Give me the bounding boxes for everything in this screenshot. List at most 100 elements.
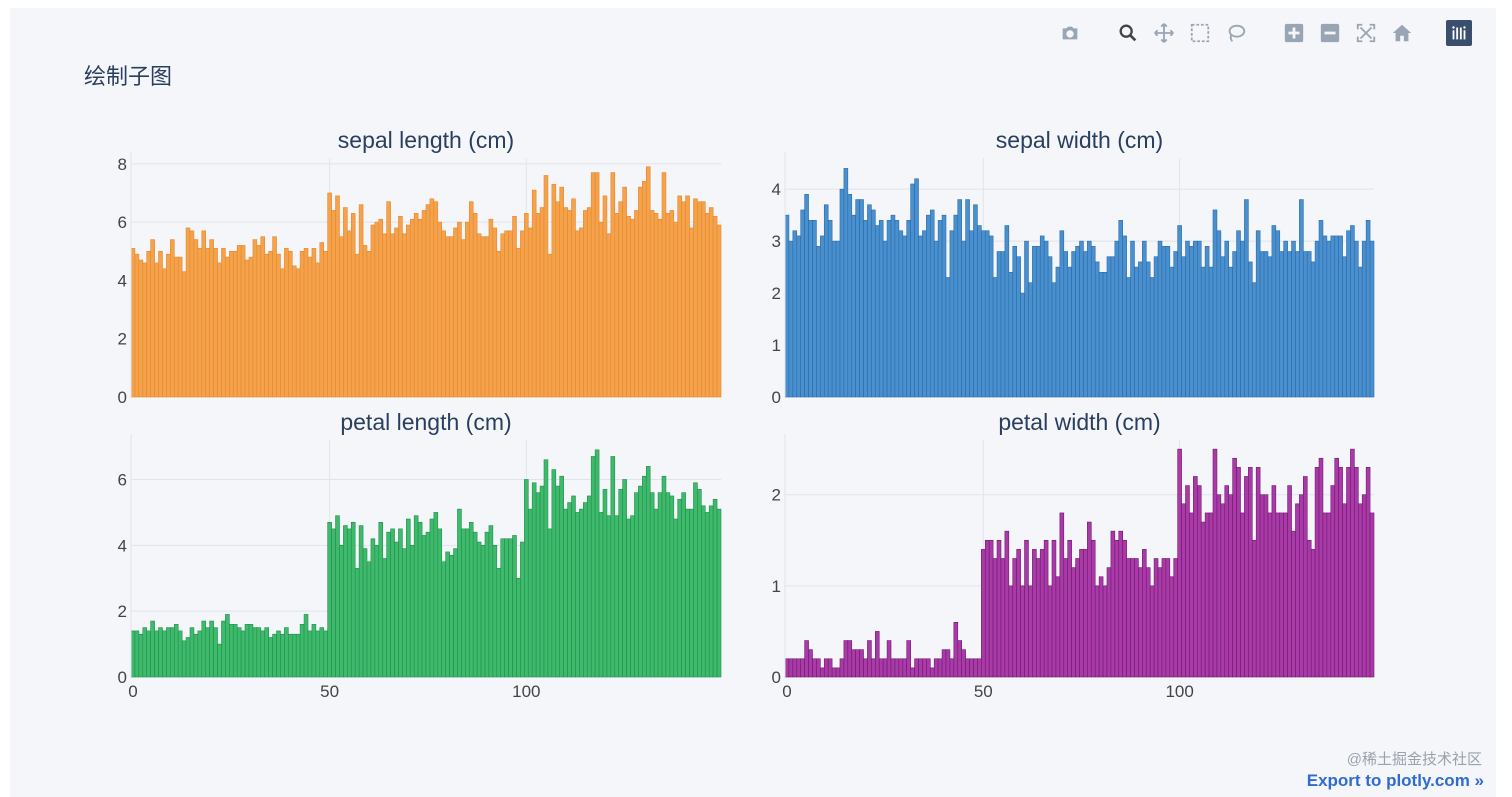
bar bbox=[236, 627, 242, 678]
bar bbox=[681, 201, 686, 398]
bar bbox=[398, 528, 403, 678]
bar bbox=[800, 658, 805, 678]
bar bbox=[575, 512, 580, 678]
bar bbox=[1059, 230, 1065, 398]
bar bbox=[268, 250, 273, 398]
bar bbox=[158, 250, 163, 398]
bar bbox=[299, 250, 305, 398]
y-tick-label: 0 bbox=[118, 668, 127, 687]
bar bbox=[146, 250, 151, 398]
bar bbox=[953, 622, 959, 678]
bar bbox=[437, 221, 443, 398]
bar bbox=[827, 220, 833, 398]
bar bbox=[138, 259, 144, 398]
y-tick-label: 2 bbox=[118, 602, 127, 621]
bar bbox=[835, 667, 841, 678]
bar bbox=[327, 192, 332, 398]
bar bbox=[142, 262, 148, 398]
bar bbox=[1244, 476, 1249, 678]
bar bbox=[559, 475, 564, 678]
bar bbox=[1275, 512, 1281, 678]
x-tick-label: 100 bbox=[1165, 682, 1193, 701]
bar bbox=[1079, 240, 1084, 398]
bar bbox=[1338, 235, 1343, 398]
zoom-out-icon[interactable] bbox=[1316, 20, 1344, 46]
bar bbox=[851, 214, 856, 398]
bar bbox=[221, 248, 226, 398]
bar bbox=[796, 658, 802, 678]
bar bbox=[1083, 549, 1088, 678]
bar bbox=[354, 253, 360, 398]
bar bbox=[1228, 494, 1233, 678]
box-select-icon[interactable] bbox=[1186, 20, 1214, 46]
plotly-logo-icon[interactable] bbox=[1446, 20, 1472, 46]
bar bbox=[1032, 246, 1037, 398]
bar bbox=[1354, 467, 1359, 678]
bar bbox=[1224, 485, 1230, 678]
bar bbox=[1338, 467, 1343, 678]
bar bbox=[1036, 558, 1041, 678]
bar bbox=[500, 538, 505, 678]
bar bbox=[225, 256, 230, 398]
bar bbox=[193, 633, 199, 678]
bar bbox=[378, 521, 384, 678]
bar bbox=[488, 218, 494, 398]
bar bbox=[1200, 521, 1206, 678]
zoom-icon[interactable] bbox=[1114, 20, 1142, 46]
bar bbox=[839, 188, 845, 398]
bar bbox=[827, 658, 833, 678]
camera-icon[interactable] bbox=[1056, 20, 1084, 46]
bar bbox=[551, 469, 557, 678]
bar bbox=[547, 528, 553, 678]
bar bbox=[170, 239, 175, 398]
bar bbox=[630, 515, 635, 678]
bar bbox=[421, 535, 427, 678]
bar bbox=[1259, 251, 1265, 398]
bar bbox=[394, 227, 399, 398]
bar bbox=[374, 545, 380, 678]
subplot-title: sepal width (cm) bbox=[996, 127, 1163, 153]
bar bbox=[350, 521, 356, 678]
bar bbox=[677, 195, 682, 398]
bar bbox=[1318, 457, 1324, 678]
bar bbox=[197, 248, 203, 398]
bar bbox=[871, 658, 876, 678]
bar bbox=[965, 658, 970, 678]
zoom-in-icon[interactable] bbox=[1280, 20, 1308, 46]
pan-icon[interactable] bbox=[1150, 20, 1178, 46]
bar bbox=[929, 667, 935, 678]
bar bbox=[1075, 246, 1080, 398]
lasso-select-icon[interactable] bbox=[1222, 20, 1250, 46]
home-icon[interactable] bbox=[1388, 20, 1416, 46]
bar bbox=[614, 515, 620, 678]
bar bbox=[390, 233, 395, 398]
bar bbox=[1193, 476, 1198, 678]
bar bbox=[1197, 240, 1202, 398]
bar bbox=[1271, 225, 1277, 398]
bar bbox=[661, 475, 667, 678]
bar bbox=[602, 195, 608, 398]
export-to-plotly-link[interactable]: Export to plotly.com » bbox=[1306, 771, 1484, 790]
bar bbox=[586, 207, 592, 398]
autoscale-icon[interactable] bbox=[1352, 20, 1380, 46]
bar bbox=[1126, 558, 1131, 678]
bar bbox=[1028, 585, 1033, 678]
bar bbox=[894, 658, 900, 678]
bar bbox=[343, 525, 348, 678]
bar bbox=[1087, 240, 1092, 398]
bar bbox=[1153, 558, 1159, 678]
subplot-3: 0 2 4 6 0 50 100 petal length (cm) bbox=[118, 409, 722, 701]
bar bbox=[689, 227, 694, 398]
bar bbox=[610, 456, 616, 678]
bar bbox=[1259, 494, 1265, 678]
bar bbox=[918, 235, 923, 398]
bar bbox=[177, 256, 183, 398]
bar bbox=[232, 624, 238, 678]
plot-container: 绘制子图 0 2 4 6 8 sepal length (cm) 0 1 2 3 4 sepal wi… bbox=[10, 8, 1496, 797]
bar bbox=[1330, 485, 1336, 678]
bar bbox=[1267, 512, 1273, 678]
bar bbox=[792, 658, 798, 678]
bar bbox=[1208, 512, 1214, 678]
bar bbox=[1122, 235, 1127, 398]
bar bbox=[1271, 485, 1277, 678]
